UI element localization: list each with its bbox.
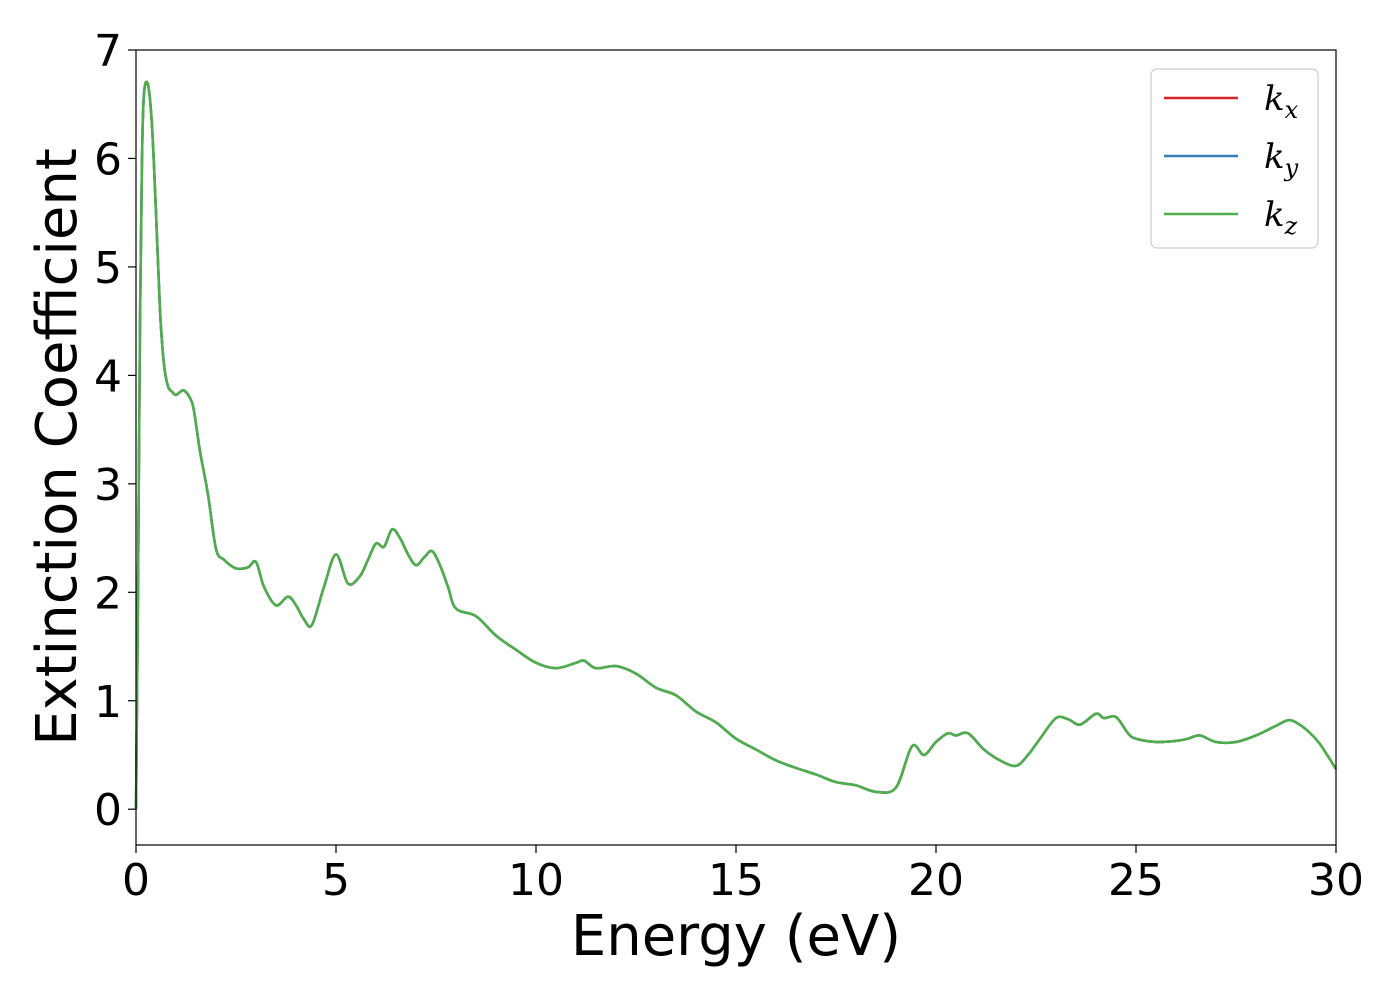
x-axis-title: Energy (eV) <box>571 904 901 969</box>
y-tick-label: 7 <box>94 26 122 77</box>
series-layer <box>134 80 1338 810</box>
legend-label-main: k <box>1264 195 1285 235</box>
legend-label-main: k <box>1264 79 1285 119</box>
x-tick-label: 30 <box>1308 855 1364 906</box>
series-line-k-z <box>134 80 1338 810</box>
legend-label-subscript: y <box>1284 154 1299 182</box>
x-axis: 0 5 10 15 20 25 30 <box>122 845 1364 906</box>
legend-label: kx <box>1264 79 1299 124</box>
y-tick-label: 5 <box>94 243 122 294</box>
legend-label-main: k <box>1264 137 1285 177</box>
x-tick-label: 25 <box>1108 855 1164 906</box>
x-tick-label: 10 <box>508 855 564 906</box>
y-axis-title: Extinction Coefficient <box>25 148 90 746</box>
legend-box <box>1150 68 1319 249</box>
legend-label: ky <box>1264 137 1299 182</box>
y-tick-label: 3 <box>94 460 122 511</box>
legend-label-subscript: z <box>1284 212 1298 240</box>
legend-label-subscript: x <box>1285 96 1299 124</box>
y-tick-label: 1 <box>94 677 122 728</box>
x-tick-label: 0 <box>122 855 150 906</box>
x-tick-label: 20 <box>908 855 964 906</box>
legend-label: kz <box>1264 195 1298 240</box>
x-tick-label: 5 <box>322 855 350 906</box>
y-tick-label: 0 <box>94 785 122 836</box>
plot-area <box>136 50 1336 845</box>
y-tick-label: 4 <box>94 351 122 402</box>
x-tick-label: 15 <box>708 855 764 906</box>
y-tick-label: 2 <box>94 568 122 619</box>
y-axis: 0 1 2 3 4 5 6 7 <box>94 26 136 836</box>
y-tick-label: 6 <box>94 134 122 185</box>
